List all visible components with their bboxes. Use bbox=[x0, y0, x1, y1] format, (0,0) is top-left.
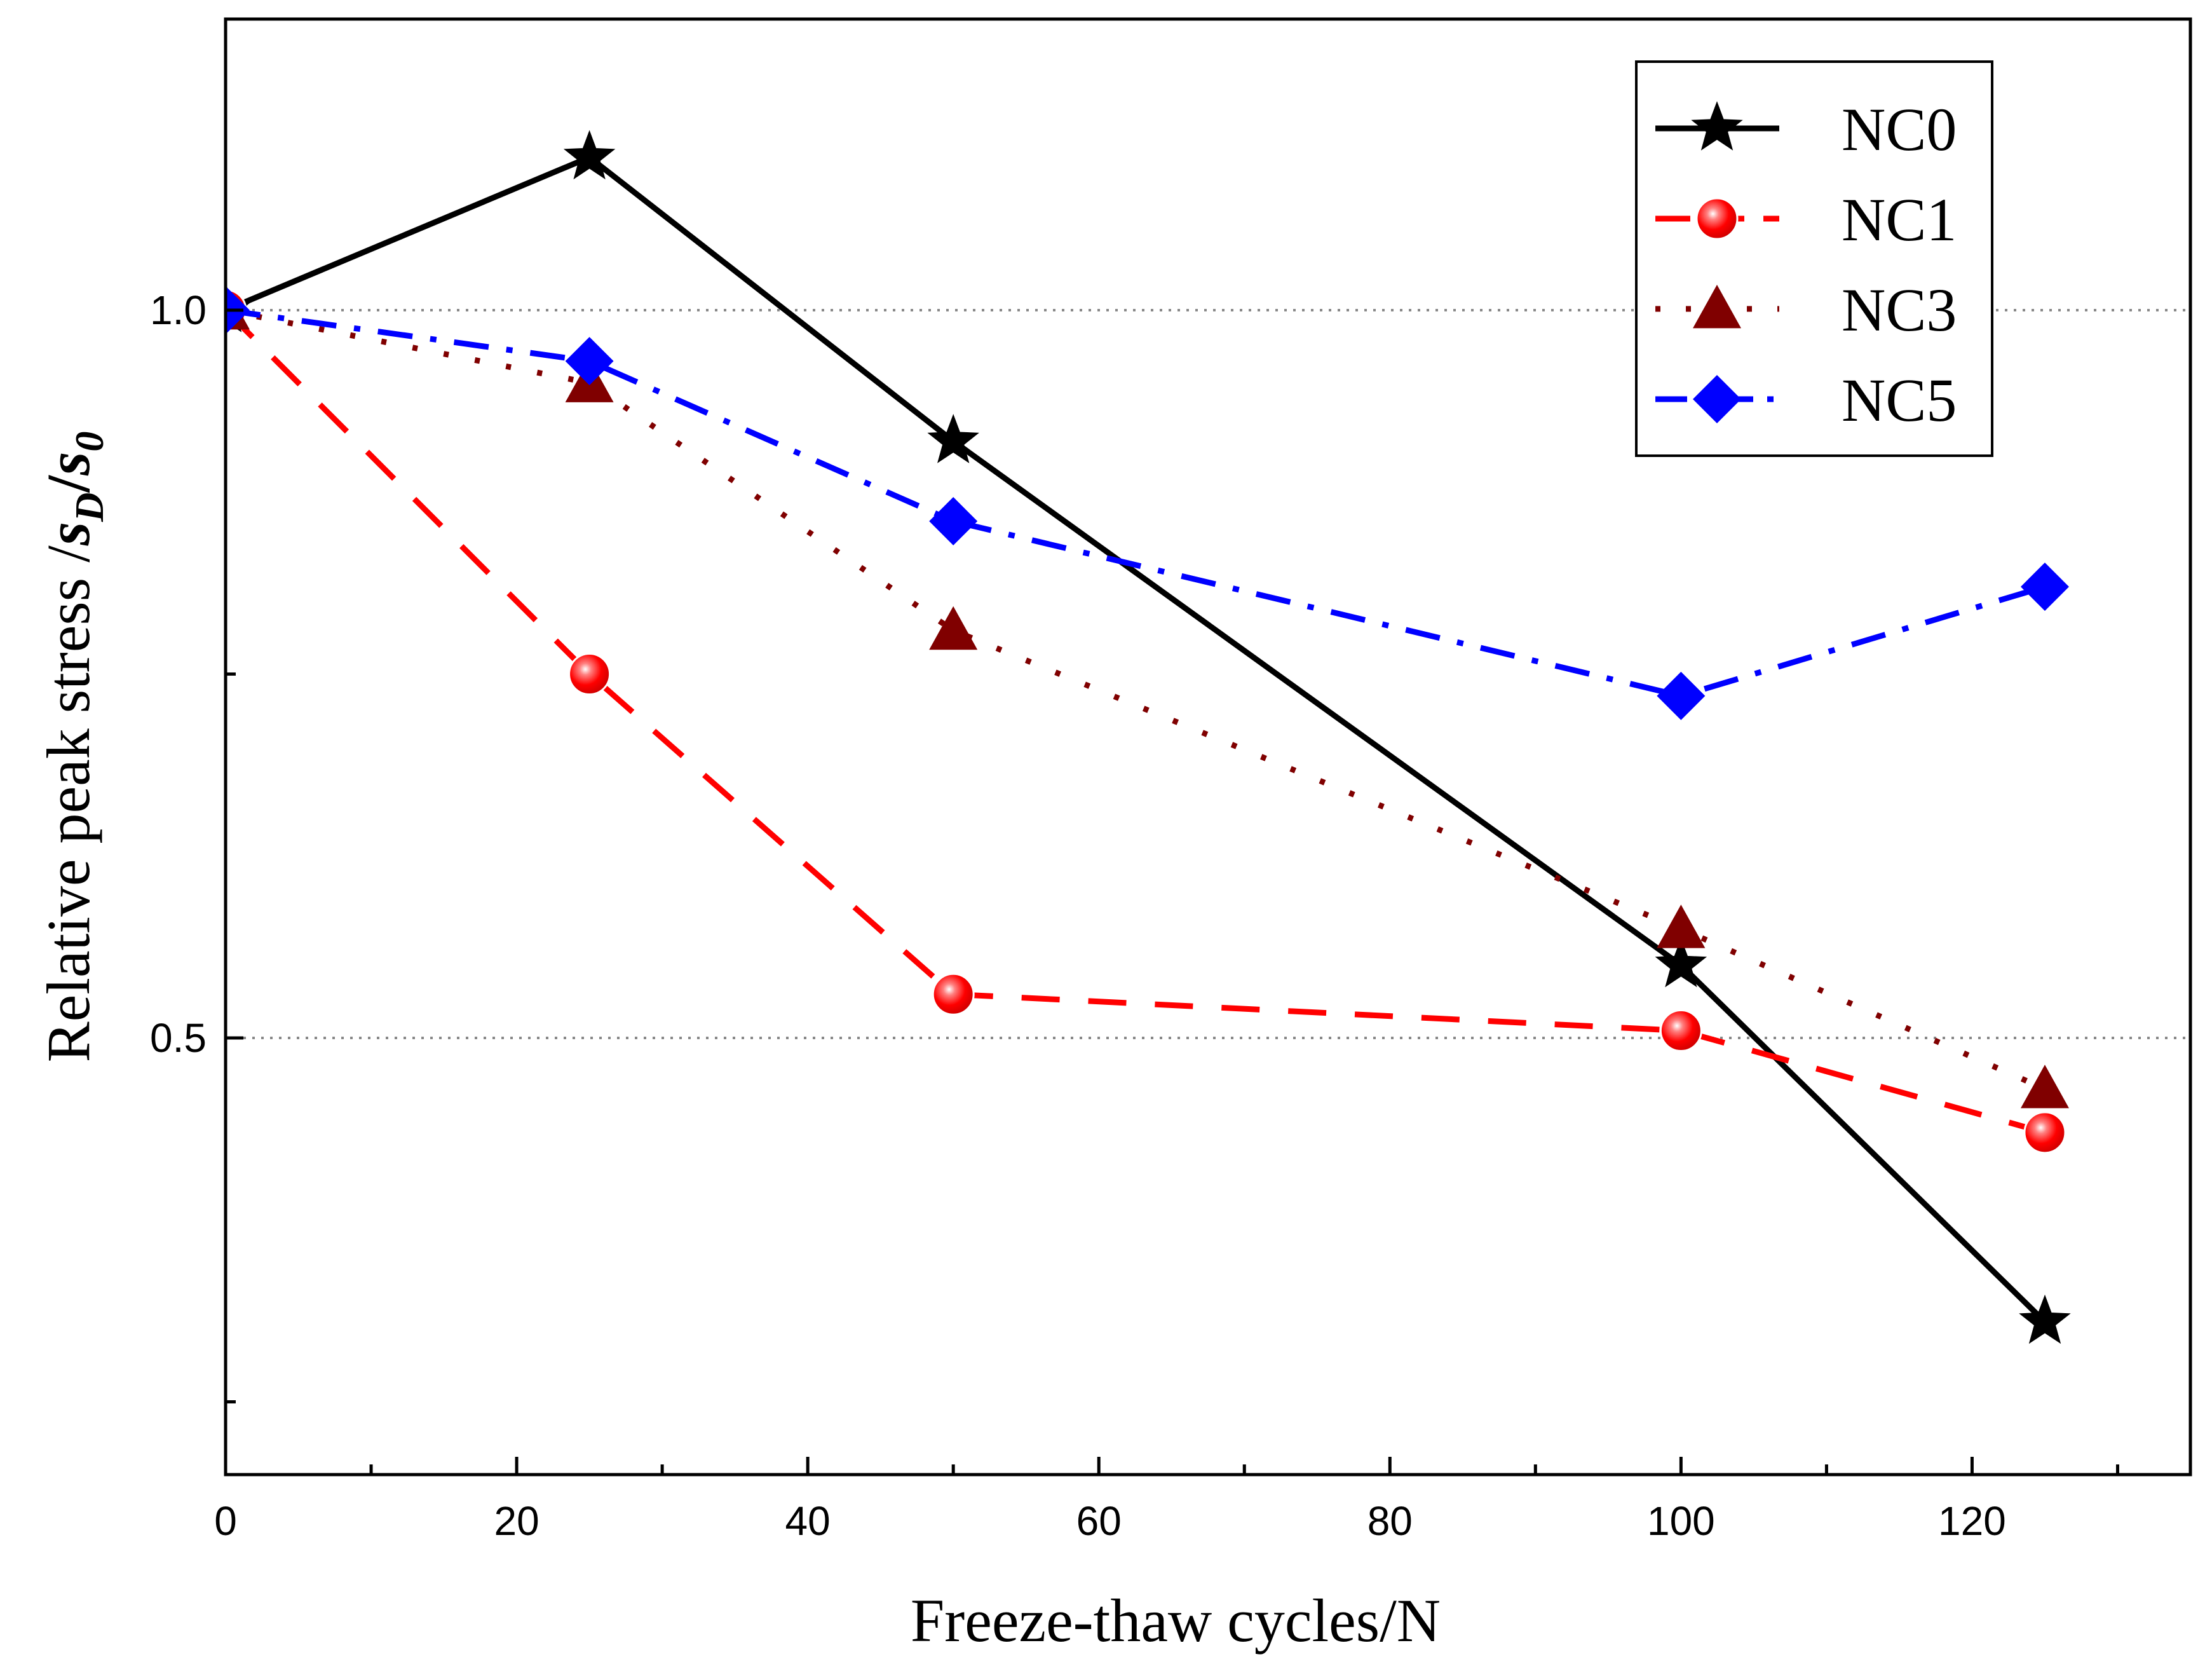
point-nc5 bbox=[2020, 563, 2069, 611]
point-nc5 bbox=[929, 497, 978, 546]
series-line-nc5 bbox=[226, 307, 2046, 699]
x-axis-title: Freeze-thaw cycles/N bbox=[911, 1586, 1441, 1654]
point-nc3 bbox=[2020, 1065, 2069, 1108]
series-line-nc1 bbox=[226, 308, 2046, 1136]
x-tick-label: 40 bbox=[785, 1498, 831, 1544]
y-tick-label: 1.0 bbox=[150, 287, 207, 333]
y-axis-title: Relative peak stress /sD/s0 bbox=[34, 432, 112, 1063]
legend: NC0 NC1 NC3 NC5 bbox=[1635, 60, 1993, 457]
point-nc1 bbox=[2023, 1111, 2066, 1154]
legend-label-nc3: NC3 bbox=[1842, 276, 1957, 344]
legend-marker-nc5 bbox=[1693, 375, 1741, 423]
legend-marker-nc3 bbox=[1693, 285, 1741, 329]
point-nc0 bbox=[1655, 938, 1707, 988]
point-nc1 bbox=[932, 972, 975, 1016]
point-nc5 bbox=[565, 337, 614, 386]
legend-label-nc0: NC0 bbox=[1842, 95, 1957, 163]
point-nc0 bbox=[563, 130, 616, 180]
legend-label-nc5: NC5 bbox=[1842, 366, 1957, 434]
plot-frame bbox=[224, 17, 2192, 1477]
x-tick-label: 100 bbox=[1647, 1498, 1715, 1544]
legend-marker-nc0 bbox=[1691, 101, 1743, 151]
x-tick-label: 20 bbox=[494, 1498, 539, 1544]
x-tick-label: 60 bbox=[1076, 1498, 1122, 1544]
series-layer bbox=[226, 130, 2071, 1344]
axes: 0 20 40 60 80 100 120 0.5 1.0 bbox=[150, 287, 2119, 1544]
x-tick-label: 0 bbox=[214, 1498, 237, 1544]
legend-label-nc1: NC1 bbox=[1842, 186, 1957, 254]
point-nc5 bbox=[1657, 671, 1706, 720]
point-nc1 bbox=[568, 653, 611, 695]
point-nc1 bbox=[1659, 1009, 1702, 1053]
point-nc0 bbox=[2019, 1294, 2071, 1344]
x-tick-label: 120 bbox=[1938, 1498, 2006, 1544]
x-tick-label: 80 bbox=[1367, 1498, 1413, 1544]
y-tick-label: 0.5 bbox=[150, 1015, 207, 1061]
point-nc0 bbox=[927, 414, 979, 463]
point-nc3 bbox=[1657, 904, 1706, 948]
point-nc3 bbox=[929, 606, 978, 650]
legend-marker-nc1 bbox=[1695, 197, 1739, 240]
